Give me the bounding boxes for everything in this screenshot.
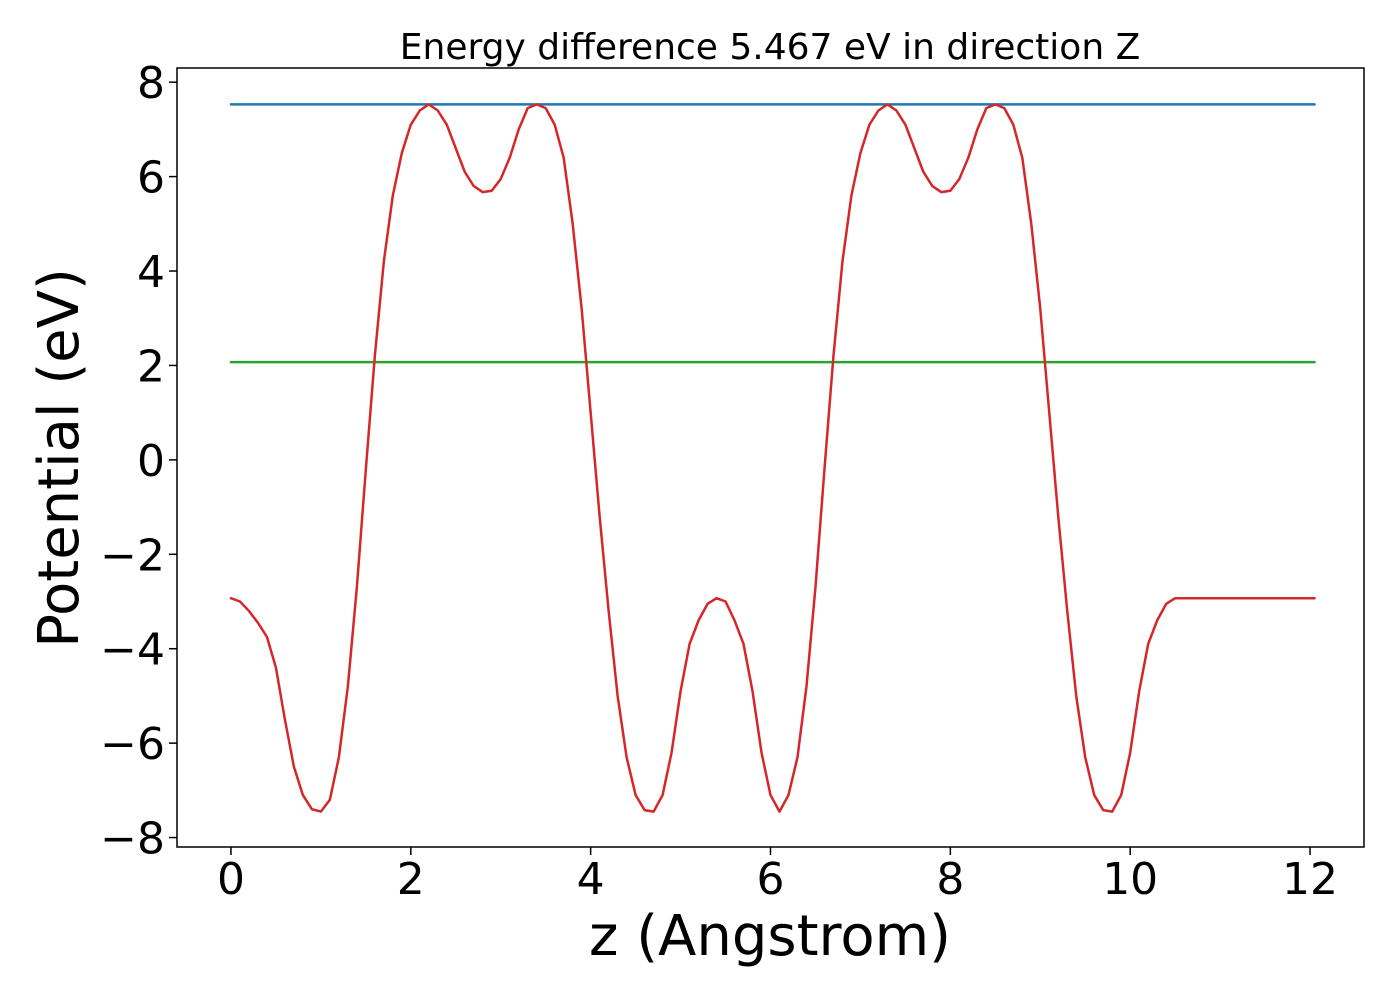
y-tick-label: 8 — [137, 58, 165, 109]
y-tick-label: 2 — [137, 341, 165, 392]
plot-frame — [176, 67, 1365, 848]
y-tick-label: −6 — [100, 719, 165, 770]
series-line-2 — [229, 103, 1316, 813]
x-tick-label: 12 — [1282, 854, 1338, 905]
y-tick-label: −8 — [100, 814, 165, 865]
y-tick-label: 4 — [137, 247, 165, 298]
x-tick-label: 2 — [397, 854, 425, 905]
y-tick-label: 0 — [137, 436, 165, 487]
y-tick-label: −2 — [100, 530, 165, 581]
x-tick-label: 4 — [577, 854, 605, 905]
y-axis-label: Potential (eV) — [27, 268, 92, 648]
chart-title: Energy difference 5.467 eV in direction … — [400, 27, 1141, 68]
x-tick-label: 6 — [757, 854, 785, 905]
series-group — [229, 103, 1316, 813]
x-axis-label: z (Angstrom) — [589, 904, 951, 969]
x-tick-label: 0 — [217, 854, 245, 905]
axes: 0 2 4 6 8 10 12 −8 −6 −4 −2 0 2 4 6 8 — [100, 58, 1338, 905]
y-tick-label: 6 — [137, 153, 165, 204]
plot-area-border — [176, 67, 1365, 848]
x-tick-label: 10 — [1102, 854, 1158, 905]
chart-labels: Energy difference 5.467 eV in direction … — [27, 27, 1140, 969]
x-tick-label: 8 — [936, 854, 964, 905]
y-tick-label: −4 — [100, 625, 165, 676]
